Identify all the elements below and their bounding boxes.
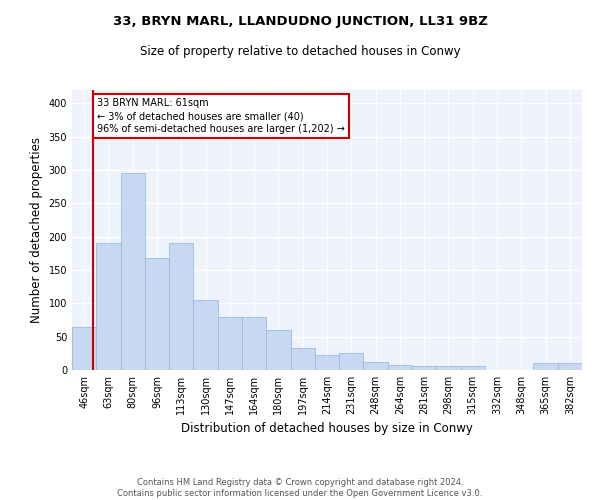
Bar [558, 364, 582, 370]
Bar [364, 362, 388, 370]
Bar [121, 174, 145, 370]
Bar [218, 318, 242, 370]
Bar [436, 366, 461, 370]
Bar [339, 354, 364, 370]
X-axis label: Distribution of detached houses by size in Conwy: Distribution of detached houses by size … [181, 422, 473, 436]
Text: 33, BRYN MARL, LLANDUDNO JUNCTION, LL31 9BZ: 33, BRYN MARL, LLANDUDNO JUNCTION, LL31 … [113, 15, 487, 28]
Bar [72, 326, 96, 370]
Text: Contains HM Land Registry data © Crown copyright and database right 2024.
Contai: Contains HM Land Registry data © Crown c… [118, 478, 482, 498]
Bar [290, 348, 315, 370]
Bar [145, 258, 169, 370]
Bar [193, 300, 218, 370]
Text: 33 BRYN MARL: 61sqm
← 3% of detached houses are smaller (40)
96% of semi-detache: 33 BRYN MARL: 61sqm ← 3% of detached hou… [97, 98, 345, 134]
Y-axis label: Number of detached properties: Number of detached properties [30, 137, 43, 323]
Bar [96, 244, 121, 370]
Text: Size of property relative to detached houses in Conwy: Size of property relative to detached ho… [140, 45, 460, 58]
Bar [388, 366, 412, 370]
Bar [242, 318, 266, 370]
Bar [169, 244, 193, 370]
Bar [461, 366, 485, 370]
Bar [412, 366, 436, 370]
Bar [315, 356, 339, 370]
Bar [533, 364, 558, 370]
Bar [266, 330, 290, 370]
